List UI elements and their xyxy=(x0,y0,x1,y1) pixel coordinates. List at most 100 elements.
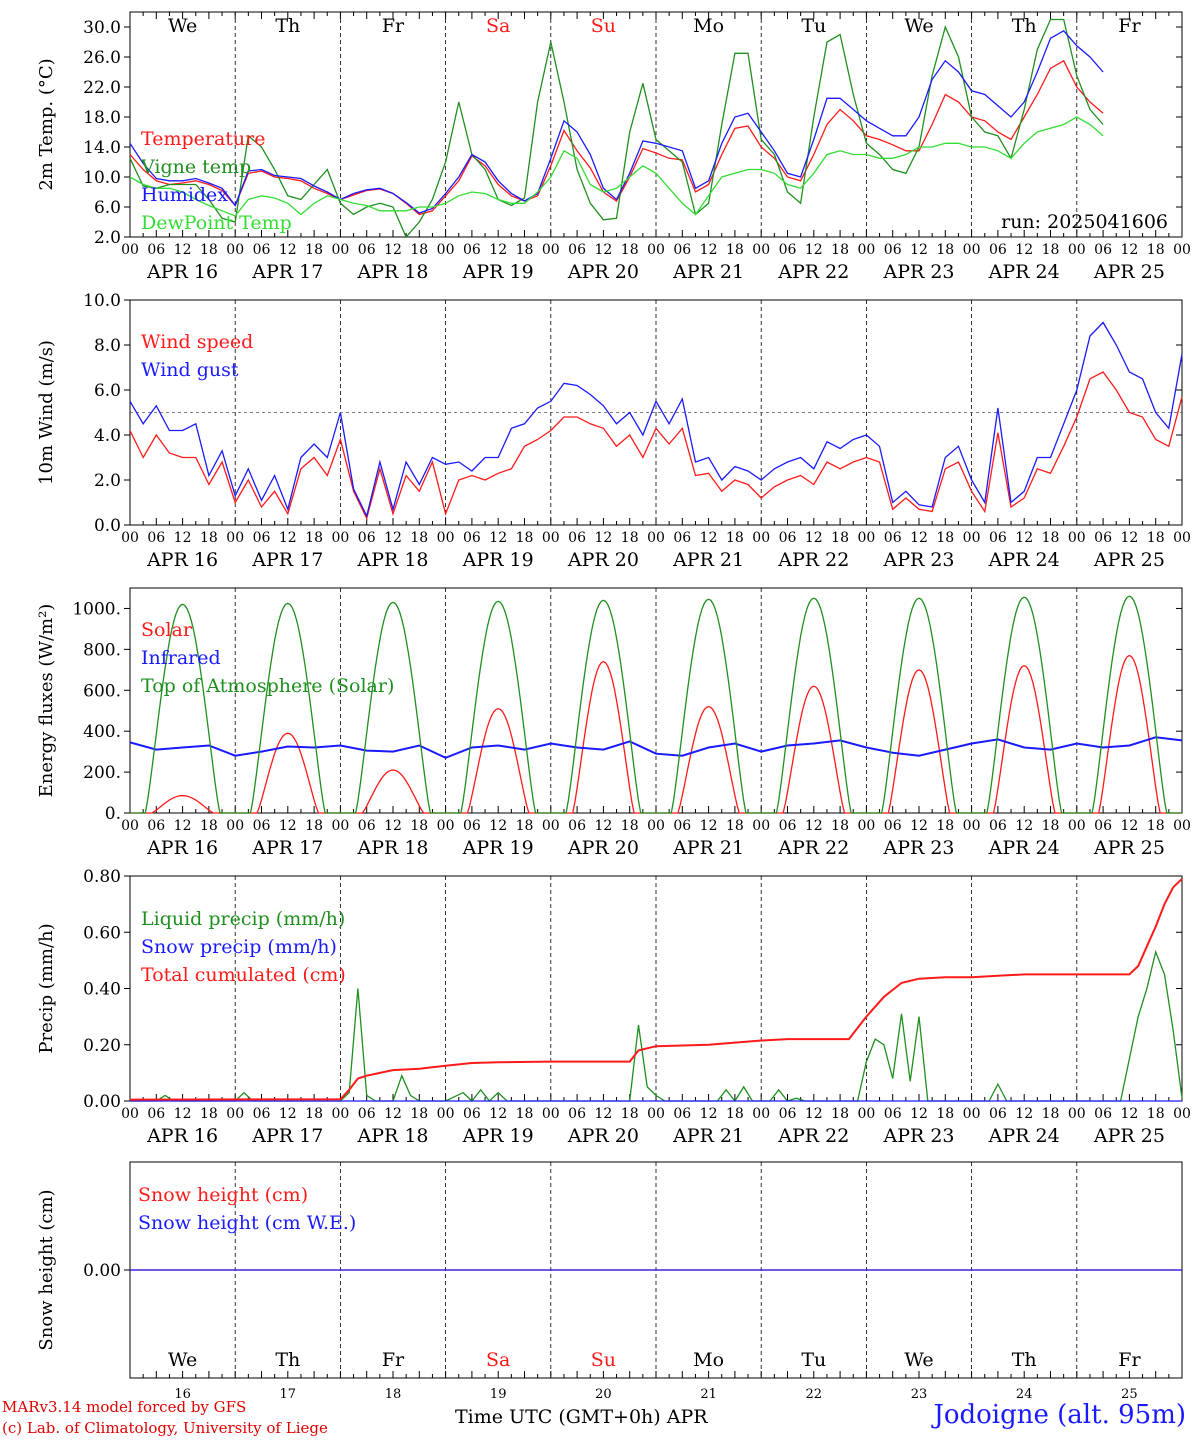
wind-x-tick-label: 06 xyxy=(463,530,481,546)
wind-x-date-label: APR 18 xyxy=(356,549,428,571)
precip-x-tick-label: 12 xyxy=(910,1106,928,1122)
wind-x-tick-label: 18 xyxy=(621,530,639,546)
precip-x-tick-label: 18 xyxy=(726,1106,744,1122)
temp-x-date-label: APR 22 xyxy=(777,261,849,283)
precip-x-date-label: APR 22 xyxy=(777,1125,849,1147)
precip-x-tick-label: 06 xyxy=(358,1106,376,1122)
temp-y-tick-label: 26.0 xyxy=(83,48,121,68)
bottom-day-number: 17 xyxy=(280,1387,297,1402)
bottom-day-number: 18 xyxy=(385,1387,402,1402)
temp-series-dewpoint-temp xyxy=(129,116,1104,217)
temp-y-tick-label: 22.0 xyxy=(83,78,121,98)
precip-x-tick-label: 00 xyxy=(542,1106,560,1122)
temp-x-tick-label: 12 xyxy=(910,242,928,258)
bottom-day-number: 22 xyxy=(806,1387,823,1402)
temp-x-tick-label: 06 xyxy=(673,242,691,258)
energy-x-tick-label: 00 xyxy=(647,818,665,834)
energy-x-tick-label: 18 xyxy=(936,818,954,834)
wind-x-date-label: APR 20 xyxy=(567,549,639,571)
station-name: Jodoigne (alt. 95m) xyxy=(933,1400,1186,1430)
wind-x-date-label: APR 24 xyxy=(988,549,1060,571)
wind-x-tick-label: 18 xyxy=(936,530,954,546)
snow-legend-snow-height-cm-w-e-: Snow height (cm W.E.) xyxy=(138,1212,356,1234)
temp-x-tick-label: 00 xyxy=(437,242,455,258)
precip-x-tick-label: 18 xyxy=(200,1106,218,1122)
precip-x-tick-label: 06 xyxy=(463,1106,481,1122)
wind-x-tick-label: 12 xyxy=(384,530,402,546)
wind-x-tick-label: 06 xyxy=(253,530,271,546)
energy-x-tick-label: 06 xyxy=(884,818,902,834)
temp-x-tick-label: 00 xyxy=(752,242,770,258)
wind-x-tick-label: 06 xyxy=(1094,530,1112,546)
energy-x-tick-label: 18 xyxy=(1147,818,1165,834)
temp-x-date-label: APR 16 xyxy=(146,261,218,283)
temp-x-tick-label: 18 xyxy=(1042,242,1060,258)
energy-x-tick-label: 06 xyxy=(463,818,481,834)
temp-x-tick-label: 12 xyxy=(1120,242,1138,258)
wind-x-date-label: APR 23 xyxy=(882,549,954,571)
precip-x-tick-label: 06 xyxy=(673,1106,691,1122)
energy-x-date-label: APR 22 xyxy=(777,837,849,859)
wind-x-tick-label: 18 xyxy=(200,530,218,546)
bottom-day-name: We xyxy=(168,1349,197,1371)
bottom-day-name: Mo xyxy=(693,1349,724,1371)
energy-x-tick-label: 12 xyxy=(594,818,612,834)
wind-x-tick-label: 06 xyxy=(673,530,691,546)
temp-x-tick-label: 12 xyxy=(384,242,402,258)
energy-x-tick-label: 00 xyxy=(331,818,349,834)
precip-x-tick-label: 06 xyxy=(253,1106,271,1122)
energy-y-tick-label: 400. xyxy=(83,722,121,742)
energy-y-axis-title: Energy fluxes (W/m²) xyxy=(36,604,57,798)
energy-x-tick-label: 12 xyxy=(1015,818,1033,834)
wind-x-tick-label: 00 xyxy=(963,530,981,546)
temp-x-tick-label: 18 xyxy=(410,242,428,258)
x-axis-label: Time UTC (GMT+0h) xyxy=(455,1406,661,1428)
energy-legend-solar: Solar xyxy=(141,619,193,641)
energy-x-tick-label: 12 xyxy=(805,818,823,834)
energy-x-tick-label: 06 xyxy=(253,818,271,834)
precip-x-tick-label: 00 xyxy=(1068,1106,1086,1122)
bottom-day-name: Th xyxy=(275,1349,300,1371)
energy-x-date-label: APR 24 xyxy=(988,837,1060,859)
precip-x-date-label: APR 20 xyxy=(567,1125,639,1147)
precip-x-tick-label: 00 xyxy=(121,1106,139,1122)
temp-y-tick-label: 14.0 xyxy=(83,138,121,158)
run-id-label: run: 2025041606 xyxy=(1001,211,1168,233)
precip-series-total-cumulated-cm- xyxy=(129,878,1183,1101)
temp-x-date-label: APR 25 xyxy=(1093,261,1165,283)
energy-y-tick-label: 200. xyxy=(83,763,121,783)
temp-x-tick-label: 12 xyxy=(279,242,297,258)
snow-y-axis-title: Snow height (cm) xyxy=(36,1189,57,1350)
temp-series-temperature xyxy=(129,59,1104,216)
top-day-name: We xyxy=(168,15,197,37)
temp-y-tick-label: 30.0 xyxy=(83,18,121,38)
temp-legend-dewpoint-temp: DewPoint Temp xyxy=(141,212,292,234)
energy-x-tick-label: 18 xyxy=(305,818,323,834)
temp-x-tick-label: 06 xyxy=(463,242,481,258)
energy-x-tick-label: 00 xyxy=(857,818,875,834)
precip-x-tick-label: 18 xyxy=(621,1106,639,1122)
wind-x-tick-label: 12 xyxy=(700,530,718,546)
precip-x-tick-label: 12 xyxy=(700,1106,718,1122)
wind-x-tick-label: 12 xyxy=(805,530,823,546)
temp-x-tick-label: 06 xyxy=(779,242,797,258)
precip-x-date-label: APR 16 xyxy=(146,1125,218,1147)
wind-x-tick-label: 00 xyxy=(331,530,349,546)
bottom-day-number: 25 xyxy=(1121,1387,1138,1402)
temp-x-tick-label: 12 xyxy=(1015,242,1033,258)
precip-x-tick-label: 12 xyxy=(805,1106,823,1122)
energy-y-tick-label: 800. xyxy=(83,640,121,660)
bottom-day-number: 20 xyxy=(595,1387,612,1402)
precip-y-tick-label: 0.80 xyxy=(83,867,121,887)
precip-x-date-label: APR 21 xyxy=(672,1125,744,1147)
temp-x-tick-label: 00 xyxy=(963,242,981,258)
temp-x-tick-label: 18 xyxy=(726,242,744,258)
temp-x-tick-label: 18 xyxy=(621,242,639,258)
wind-x-tick-label: 00 xyxy=(1173,530,1191,546)
wind-x-date-label: APR 19 xyxy=(462,549,534,571)
bottom-day-name: We xyxy=(904,1349,933,1371)
temp-legend-vigne-temp: Vigne temp xyxy=(140,156,251,178)
energy-x-tick-label: 12 xyxy=(174,818,192,834)
temp-x-tick-label: 00 xyxy=(121,242,139,258)
energy-series-group xyxy=(129,595,1183,814)
